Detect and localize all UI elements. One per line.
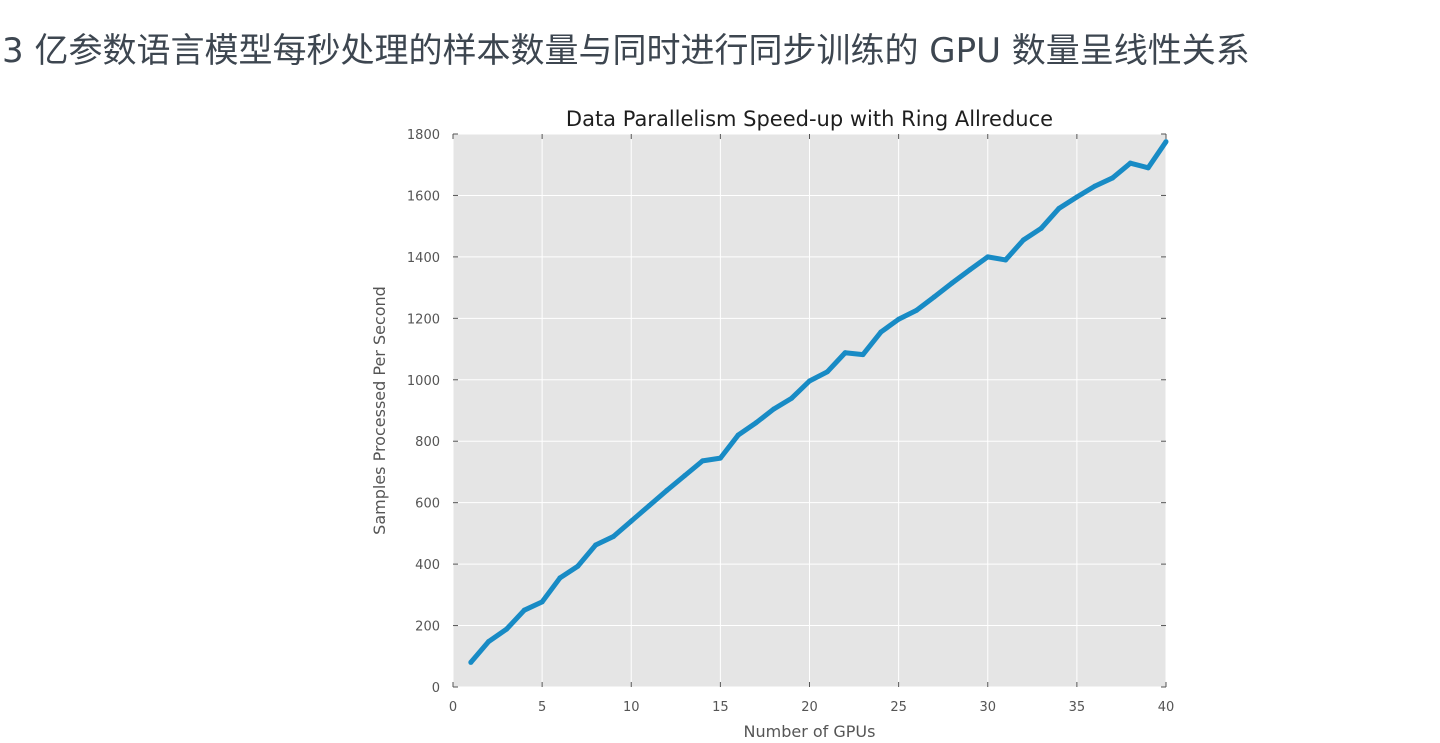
y-tick-label: 1000: [407, 374, 440, 389]
data-point: [860, 352, 866, 358]
data-point: [771, 406, 777, 412]
data-point: [878, 329, 884, 335]
data-point: [468, 659, 474, 665]
series-points: [468, 139, 1169, 665]
data-point: [789, 395, 795, 401]
data-point: [1074, 194, 1080, 200]
y-axis-tick-labels: 0 200 400 600 800 1000 1200 1400 1600 1800: [407, 128, 440, 696]
x-axis-tick-labels: 0 5 10 15 20 25 30 35 40: [449, 700, 1174, 715]
data-point: [1038, 225, 1044, 231]
y-tick-label: 1600: [407, 189, 440, 204]
data-point: [593, 542, 599, 548]
data-point: [628, 518, 634, 524]
y-axis-label: Samples Processed Per Second: [370, 286, 389, 535]
x-tick-label: 25: [890, 700, 907, 715]
data-point: [1127, 160, 1133, 166]
data-point: [1020, 237, 1026, 243]
data-point: [486, 639, 492, 645]
data-point: [753, 420, 759, 426]
y-tick-label: 1400: [407, 251, 440, 266]
x-tick-label: 10: [623, 700, 640, 715]
x-tick-label: 30: [979, 700, 996, 715]
data-point: [717, 455, 723, 461]
data-point: [521, 607, 527, 613]
data-point: [646, 503, 652, 509]
data-point: [1056, 205, 1062, 211]
data-point: [1092, 183, 1098, 189]
data-point: [949, 280, 955, 286]
x-tick-label: 15: [712, 700, 729, 715]
x-tick-label: 35: [1069, 700, 1086, 715]
y-tick-label: 400: [415, 558, 440, 573]
data-point: [1163, 139, 1169, 145]
page-caption: 3 亿参数语言模型每秒处理的样本数量与同时进行同步训练的 GPU 数量呈线性关系: [2, 31, 1250, 71]
data-point: [931, 294, 937, 300]
data-point: [985, 254, 991, 260]
data-point: [682, 473, 688, 479]
x-tick-label: 20: [801, 700, 818, 715]
x-tick-label: 40: [1158, 700, 1175, 715]
x-axis-label: Number of GPUs: [744, 722, 876, 741]
data-point: [1110, 175, 1116, 181]
data-point: [700, 458, 706, 464]
data-point: [896, 316, 902, 322]
data-point: [557, 575, 563, 581]
y-tick-label: 600: [415, 497, 440, 512]
data-point: [575, 563, 581, 569]
y-tick-label: 800: [415, 435, 440, 450]
data-point: [503, 626, 509, 632]
x-tick-label: 0: [449, 700, 457, 715]
data-point: [967, 267, 973, 273]
series-line: [468, 140, 1169, 665]
data-point: [610, 533, 616, 539]
data-point: [539, 599, 545, 605]
data-point: [824, 369, 830, 375]
y-tick-label: 200: [415, 620, 440, 635]
data-point: [913, 307, 919, 313]
y-tick-label: 1200: [407, 312, 440, 327]
chart-title: Data Parallelism Speed-up with Ring Allr…: [566, 107, 1053, 131]
data-point: [1003, 257, 1009, 263]
data-point: [1145, 165, 1151, 171]
y-tick-label: 1800: [407, 128, 440, 143]
data-point: [735, 432, 741, 438]
axis-ticks: [452, 133, 1167, 688]
y-tick-label: 0: [432, 681, 440, 696]
data-point: [807, 378, 812, 384]
data-point: [664, 487, 670, 493]
x-tick-label: 5: [538, 700, 546, 715]
data-point: [842, 350, 848, 356]
